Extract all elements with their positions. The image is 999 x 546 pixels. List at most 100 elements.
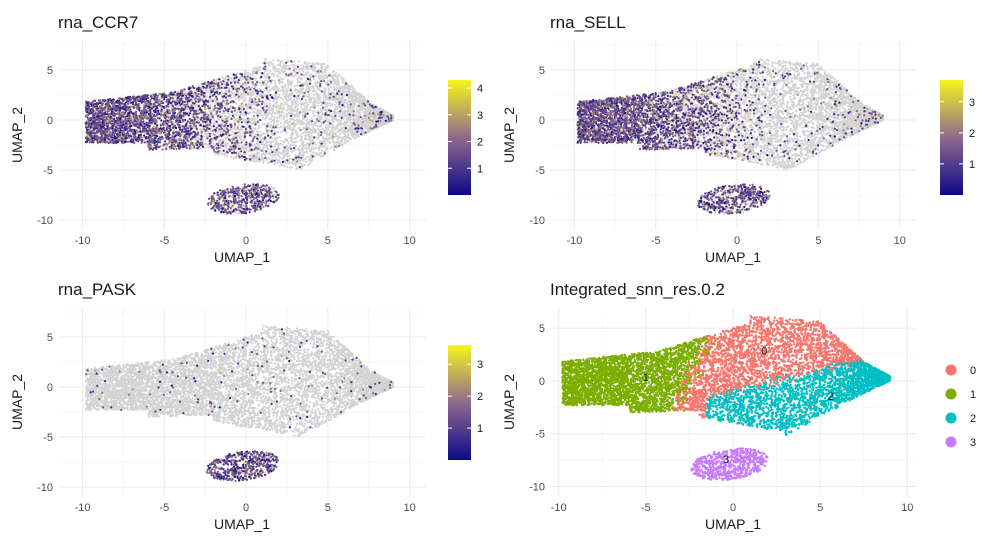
cell-point xyxy=(255,133,257,135)
cell-point xyxy=(216,78,218,80)
cell-point xyxy=(269,126,271,128)
cell-point xyxy=(353,120,355,122)
cell-point xyxy=(322,136,324,138)
cell-point xyxy=(343,129,345,131)
cell-point xyxy=(285,95,287,97)
cell-point xyxy=(287,121,289,123)
cell-point xyxy=(334,82,336,84)
cell-point xyxy=(311,146,313,148)
cell-point xyxy=(267,122,269,124)
cell-point xyxy=(268,61,270,63)
cell-point xyxy=(314,99,316,101)
cell-point xyxy=(312,152,314,154)
cell-point xyxy=(367,109,369,111)
cell-point xyxy=(265,115,267,117)
cell-point xyxy=(224,78,226,80)
cell-point xyxy=(280,131,282,133)
cell-point xyxy=(335,112,337,114)
cell-point xyxy=(290,143,292,145)
cell-point xyxy=(220,131,222,133)
cell-point xyxy=(317,137,319,139)
cell-point xyxy=(219,113,221,115)
cell-point xyxy=(204,142,206,144)
cell-point xyxy=(274,116,276,118)
cell-point xyxy=(355,121,357,123)
cell-point xyxy=(357,122,359,124)
cell-point xyxy=(359,120,361,122)
cell-point xyxy=(330,86,332,88)
cell-point xyxy=(270,186,272,188)
cell-point xyxy=(273,149,275,151)
cell-point xyxy=(318,72,320,74)
cell-point xyxy=(340,142,342,144)
cell-point xyxy=(329,104,331,106)
cell-point xyxy=(294,107,296,109)
cell-point xyxy=(306,95,308,97)
cell-point xyxy=(335,129,337,131)
cell-point xyxy=(263,153,265,155)
cell-point xyxy=(244,100,246,102)
cell-point xyxy=(307,164,309,166)
cell-point xyxy=(361,108,363,110)
cell-point xyxy=(281,71,283,73)
cell-point xyxy=(285,139,287,141)
cell-point xyxy=(345,102,347,104)
cell-point xyxy=(303,118,305,120)
cell-point xyxy=(334,73,336,75)
cell-point xyxy=(316,153,318,155)
cell-point xyxy=(279,117,281,119)
cell-point xyxy=(355,111,357,113)
cell-point xyxy=(362,125,364,127)
cell-point xyxy=(303,104,305,106)
cell-point xyxy=(306,118,308,120)
cell-point xyxy=(305,80,307,82)
cell-point xyxy=(233,157,235,159)
cell-point xyxy=(219,152,221,154)
cell-point xyxy=(230,156,232,158)
cell-point xyxy=(283,108,285,110)
cell-point xyxy=(259,69,261,71)
cell-point xyxy=(312,127,314,129)
cell-point xyxy=(221,90,223,92)
cell-point xyxy=(274,82,276,84)
cell-point xyxy=(269,104,271,106)
cell-point xyxy=(359,102,361,104)
cell-point xyxy=(197,118,199,120)
cell-point xyxy=(329,83,331,85)
cell-point xyxy=(327,129,329,131)
cell-point xyxy=(249,97,251,99)
cell-point xyxy=(288,96,290,98)
cell-point xyxy=(294,88,296,90)
cell-point xyxy=(256,95,258,97)
cell-point xyxy=(308,124,310,126)
cell-point xyxy=(256,160,258,162)
cell-point xyxy=(370,123,372,125)
cell-point xyxy=(204,136,206,138)
cell-point xyxy=(217,117,219,119)
cell-point xyxy=(252,122,254,124)
cell-point xyxy=(273,80,275,82)
cell-point xyxy=(323,131,325,133)
cell-point xyxy=(305,161,307,163)
cell-point xyxy=(325,137,327,139)
cell-point xyxy=(250,73,252,75)
cell-point xyxy=(285,93,287,95)
cell-point xyxy=(256,113,258,115)
cell-point xyxy=(252,117,254,119)
cell-point xyxy=(262,132,264,134)
cell-point xyxy=(358,116,360,118)
cell-point xyxy=(326,132,328,134)
cell-point xyxy=(237,137,239,139)
cell-point xyxy=(329,137,331,139)
cell-point xyxy=(233,96,235,98)
cell-point xyxy=(276,137,278,139)
cell-point xyxy=(318,142,320,144)
cell-point xyxy=(326,97,328,99)
cell-point xyxy=(283,124,285,126)
cell-point xyxy=(286,100,288,102)
cell-point xyxy=(308,93,310,95)
cell-point xyxy=(210,126,212,128)
cell-point xyxy=(267,114,269,116)
cell-point xyxy=(322,100,324,102)
cell-point xyxy=(275,95,277,97)
